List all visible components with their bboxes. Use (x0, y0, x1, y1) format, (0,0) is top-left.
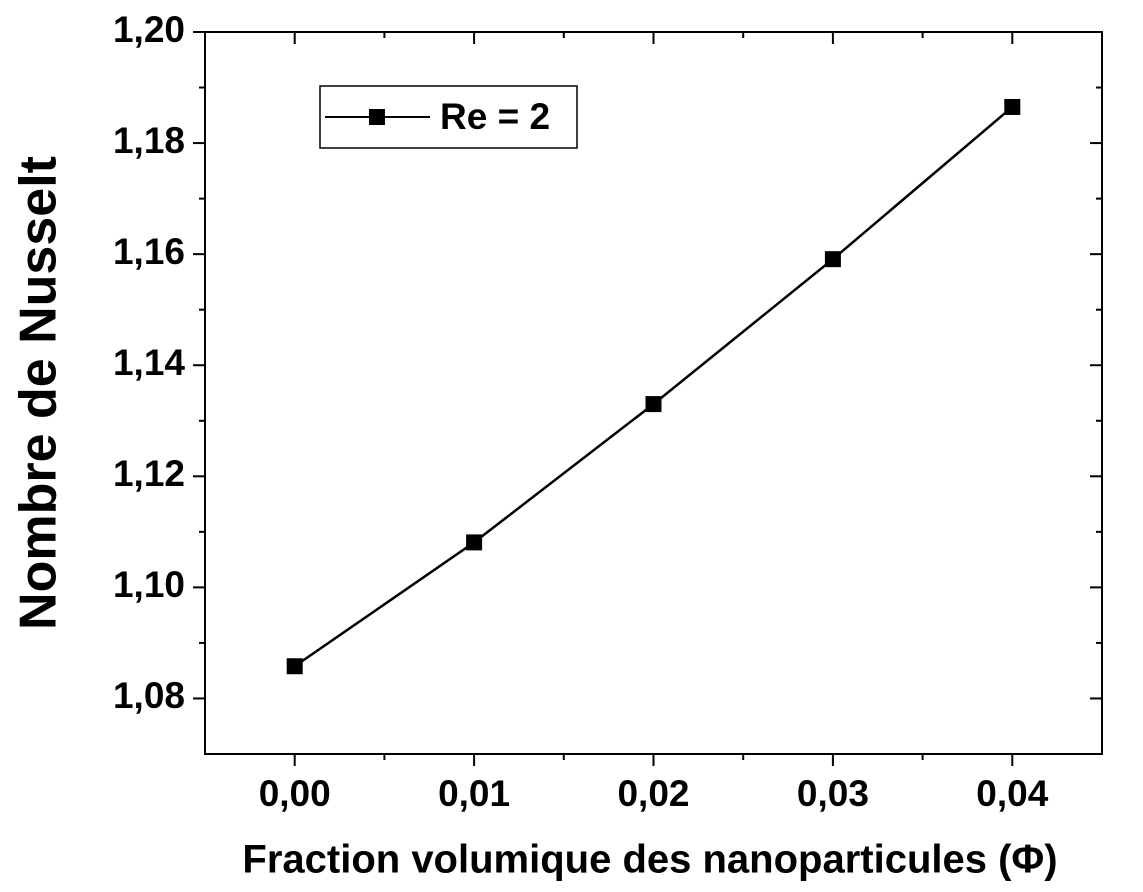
legend-label: Re = 2 (440, 96, 550, 137)
y-tick-label: 1,14 (113, 342, 185, 383)
y-tick-label: 1,16 (113, 231, 185, 272)
point-marker (1004, 98, 1021, 115)
y-tick-label: 1,08 (113, 675, 185, 716)
point-marker (466, 534, 483, 551)
point-marker (286, 658, 303, 675)
y-tick-label: 1,12 (113, 453, 185, 494)
y-axis-label: Nombre de Nusselt (10, 156, 68, 630)
point-marker (824, 251, 841, 268)
x-tick-label: 0,04 (976, 773, 1048, 814)
y-tick-label: 1,18 (113, 120, 185, 161)
y-tick-label: 1,10 (113, 564, 185, 605)
x-tick-label: 0,03 (797, 773, 869, 814)
y-tick-label: 1,20 (113, 9, 185, 50)
point-marker (645, 396, 662, 413)
x-tick-label: 0,01 (438, 773, 510, 814)
x-axis-label: Fraction volumique des nanoparticules (Φ… (242, 838, 1057, 882)
legend-marker (369, 109, 385, 125)
series-line (293, 106, 1014, 668)
x-tick-label: 0,02 (617, 773, 689, 814)
x-tick-label: 0,00 (259, 773, 331, 814)
